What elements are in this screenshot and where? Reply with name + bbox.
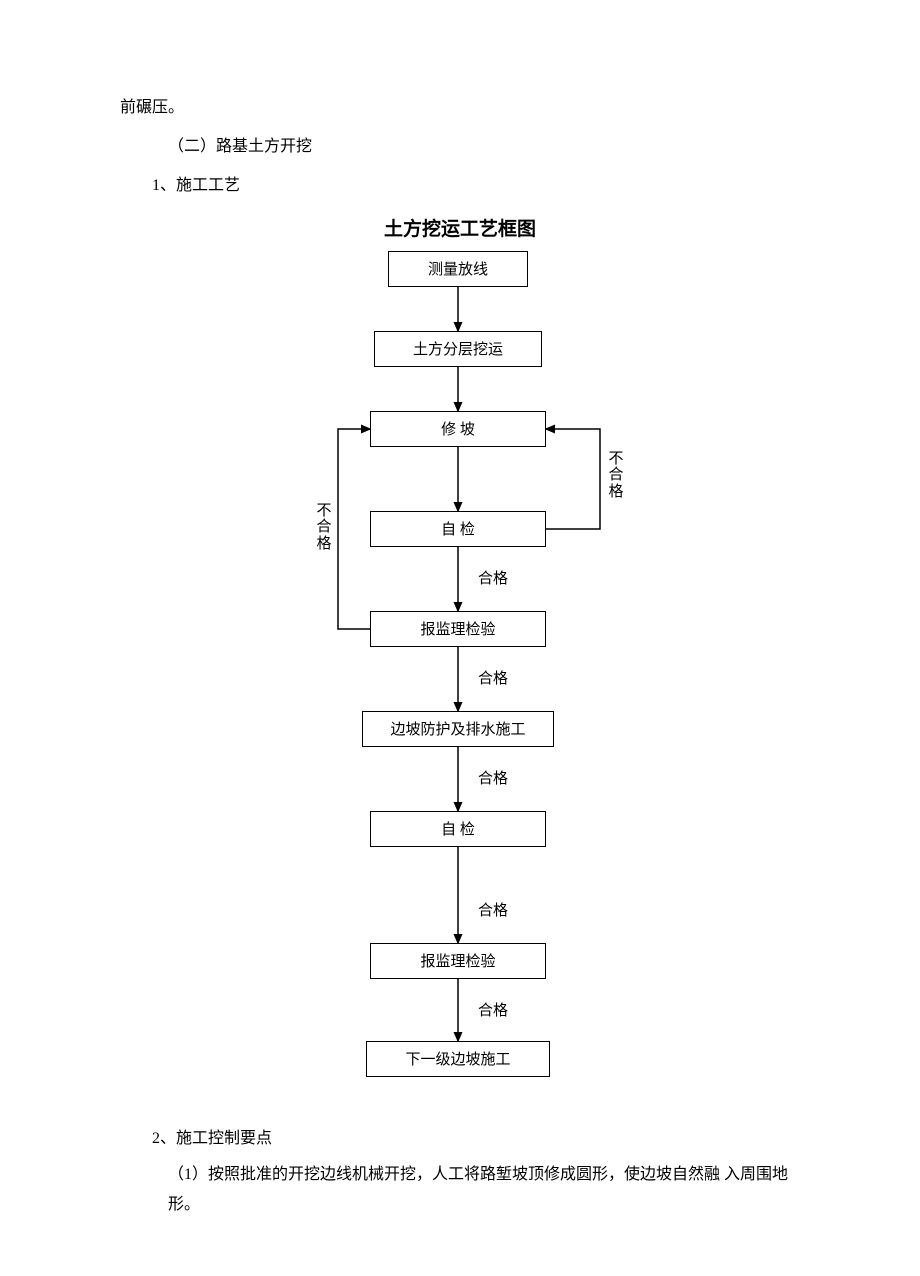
flow-node-label: 修 坡: [441, 418, 475, 439]
flow-node-1: 测量放线: [388, 251, 528, 287]
edge-label-fail-right: 不合格: [608, 451, 624, 501]
flow-node-7: 自 检: [370, 811, 546, 847]
edge-label-pass-1: 合格: [478, 567, 508, 588]
flow-node-9: 下一级边坡施工: [366, 1041, 550, 1077]
flow-node-5: 报监理检验: [370, 611, 546, 647]
edge-label-pass-3: 合格: [478, 767, 508, 788]
flow-node-3: 修 坡: [370, 411, 546, 447]
edge-label-fail-left: 不合格: [316, 503, 332, 553]
flow-node-label: 报监理检验: [420, 950, 495, 971]
flow-node-label: 自 检: [441, 518, 475, 539]
flow-node-6: 边坡防护及排水施工: [362, 711, 554, 747]
flow-node-label: 自 检: [441, 818, 475, 839]
flow-node-2: 土方分层挖运: [374, 331, 542, 367]
flow-node-label: 土方分层挖运: [413, 338, 503, 359]
flow-node-4: 自 检: [370, 511, 546, 547]
flow-node-label: 边坡防护及排水施工: [390, 718, 525, 739]
flow-node-label: 测量放线: [428, 258, 488, 279]
flow-node-8: 报监理检验: [370, 943, 546, 979]
paragraph-5: （1）按照批准的开挖边线机械开挖，人工将路堑坡顶修成圆形，使边坡自然融 入周围地…: [120, 1160, 800, 1221]
paragraph-2: （二）路基土方开挖: [120, 129, 800, 164]
paragraph-1: 前碾压。: [120, 90, 800, 125]
edge-label-pass-2: 合格: [478, 667, 508, 688]
flow-node-label: 下一级边坡施工: [405, 1048, 510, 1069]
paragraph-3: 1、施工工艺: [120, 168, 800, 203]
flowchart: 测量放线 土方分层挖运 修 坡 自 检 报监理检验 边坡防护及排水施工 自 检 …: [230, 251, 690, 1101]
paragraph-4: 2、施工控制要点: [120, 1121, 800, 1156]
diagram-title: 土方挖运工艺框图: [120, 214, 800, 241]
flow-node-label: 报监理检验: [420, 618, 495, 639]
edge-label-pass-5: 合格: [478, 999, 508, 1020]
edge-label-pass-4: 合格: [478, 899, 508, 920]
